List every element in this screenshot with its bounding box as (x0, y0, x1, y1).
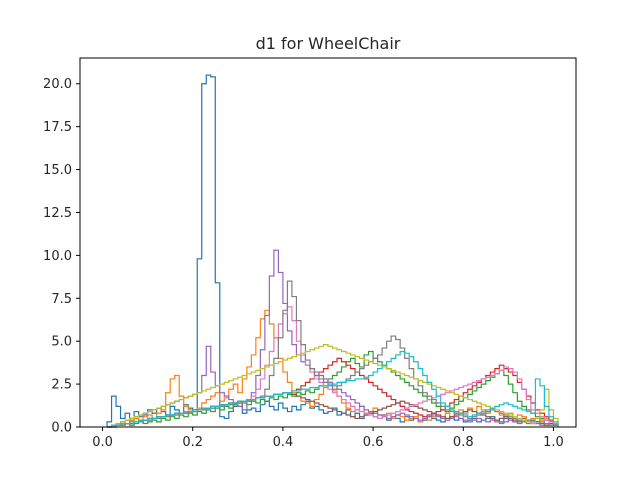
y-tick-label: 7.5 (51, 292, 72, 307)
x-tick-label: 0.8 (453, 435, 474, 450)
y-tick-label: 5.0 (51, 335, 72, 350)
x-tick-label: 0.2 (182, 435, 203, 450)
plot-frame (79, 57, 577, 428)
y-tick-label: 17.5 (43, 120, 72, 135)
x-tick-label: 0.0 (92, 435, 113, 450)
series-layer (106, 74, 559, 428)
x-tick-label: 1.0 (543, 435, 564, 450)
y-tick-label: 12.5 (43, 206, 72, 221)
series-2-step-line (107, 350, 559, 428)
y-tick-label: 20.0 (43, 77, 72, 92)
y-tick-label: 2.5 (51, 378, 72, 393)
axes-layer: 0.0 0.2 0.4 0.6 0.8 1.0 0.0 2.5 5.0 7.5 10.0 12.5 15… (43, 57, 577, 450)
series-9-step-line (107, 350, 559, 428)
y-tick-label: 15.0 (43, 163, 72, 178)
chart-title: d1 for WheelChair (256, 34, 401, 53)
y-tick-label: 0.0 (51, 421, 72, 436)
x-tick-label: 0.4 (273, 435, 294, 450)
y-tick-label: 10.0 (43, 249, 72, 264)
x-tick-label: 0.6 (363, 435, 384, 450)
series-8-step-line (107, 344, 559, 428)
